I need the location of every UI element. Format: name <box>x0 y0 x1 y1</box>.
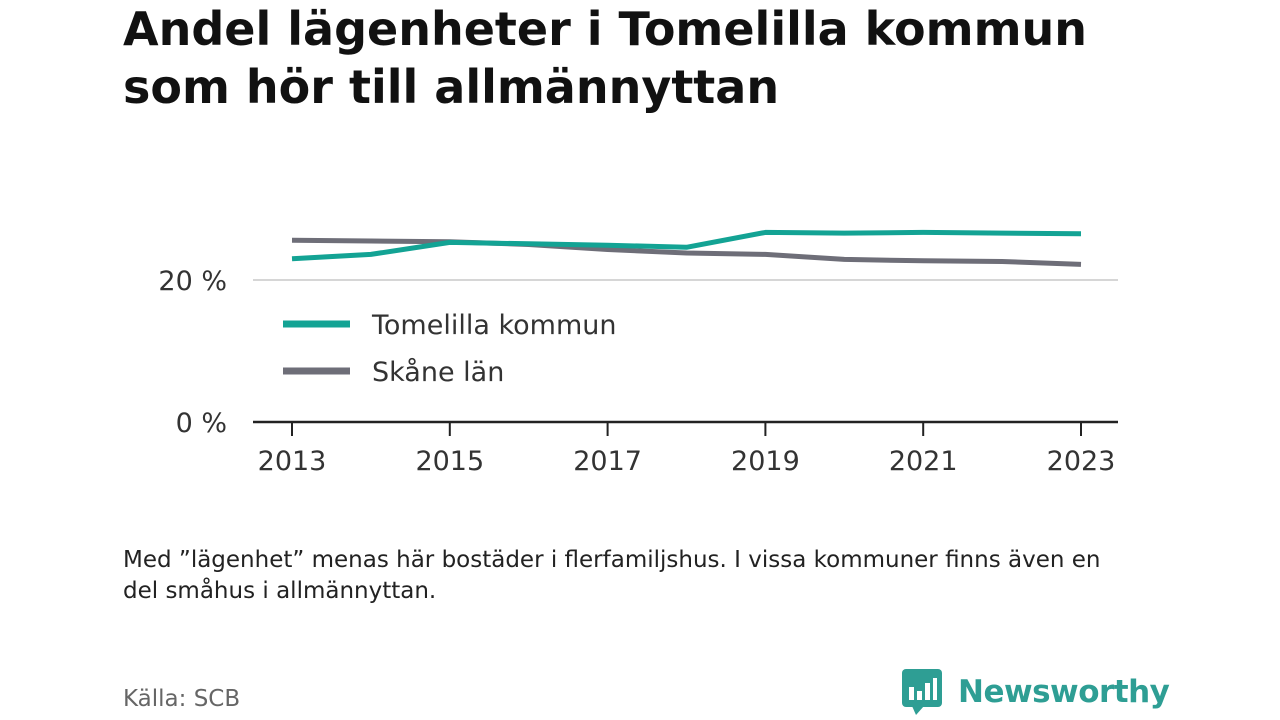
y-tick-label: 0 % <box>176 408 227 439</box>
brand-name: Newsworthy <box>958 674 1170 710</box>
x-tick-label: 2015 <box>415 446 484 477</box>
chart-title: Andel lägenheter i Tomelilla kommun som … <box>123 2 1088 114</box>
x-tick-label: 2017 <box>573 446 642 477</box>
line-chart: 0 % 20 % 2013 2015 2017 2019 2021 2023 Tomelilla… <box>158 229 1118 477</box>
legend-label: Tomelilla kommun <box>371 310 617 341</box>
series-line-skåne-län <box>291 237 1082 267</box>
x-tick-label: 2013 <box>258 446 327 477</box>
source-label: Källa: SCB <box>123 686 241 712</box>
newsworthy-logo-icon <box>902 669 942 715</box>
y-tick-label: 20 % <box>158 266 227 297</box>
chart-note: Med ”lägenhet” menas här bostäder i fler… <box>123 547 1101 604</box>
brand-logo: Newsworthy <box>902 669 1170 715</box>
series-line-tomelilla-kommun <box>291 229 1082 262</box>
legend-label: Skåne län <box>372 357 504 388</box>
x-tick-label: 2023 <box>1047 446 1116 477</box>
x-tick-label: 2019 <box>731 446 800 477</box>
x-tick-label: 2021 <box>889 446 958 477</box>
